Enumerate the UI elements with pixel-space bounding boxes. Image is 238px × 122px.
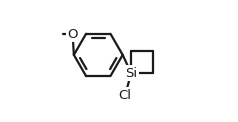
Text: O: O xyxy=(67,28,78,41)
Text: Cl: Cl xyxy=(119,89,132,102)
Text: Si: Si xyxy=(125,67,137,80)
